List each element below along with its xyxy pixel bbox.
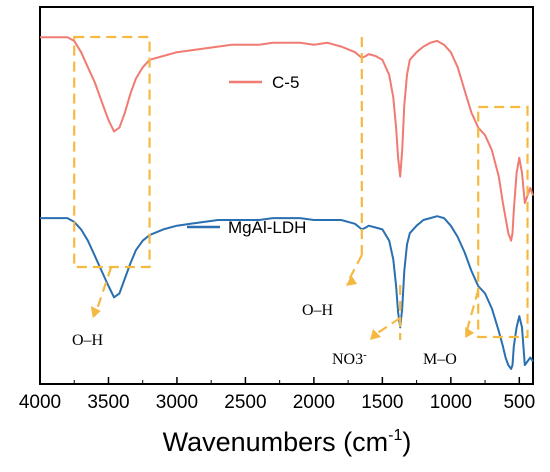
annotation-no3: NO3- — [332, 349, 367, 368]
annotation-arrowhead-mo — [465, 327, 475, 338]
legend-label-c5: C-5 — [272, 73, 299, 92]
annotation-arrowhead-no3 — [370, 329, 382, 340]
annotation-mo: M–O — [423, 351, 457, 368]
x-tick-label-1000: 1000 — [430, 392, 472, 413]
x-tick-label-1500: 1500 — [361, 392, 403, 413]
annotation-oh-1: O–H — [72, 332, 104, 349]
annotation-arrow-no3 — [370, 317, 401, 338]
annotation-boxes — [73, 35, 529, 340]
annotation-arrow-mo — [464, 289, 480, 335]
x-axis-title-sup: -1 — [388, 427, 402, 444]
annotation-oh-2: O–H — [302, 302, 334, 319]
annotation-arrowhead-oh-2 — [346, 275, 358, 286]
annotation-no3-base: NO3 — [332, 351, 363, 368]
x-tick-label-3000: 3000 — [156, 392, 198, 413]
x-axis-title-close: ) — [402, 427, 411, 457]
annotation-arrow-oh-2 — [345, 254, 363, 285]
x-axis-tick-labels: 4000 3500 3000 2500 2000 1500 1000 500 — [19, 392, 535, 413]
x-tick-label-4000: 4000 — [19, 392, 61, 413]
series-line-1 — [40, 215, 534, 370]
annotation-arrow-oh-1 — [93, 266, 113, 317]
legend-label-mgal: MgAl-LDH — [228, 218, 306, 237]
x-tick-label-2500: 2500 — [224, 392, 266, 413]
annotation-box-oh — [73, 35, 151, 269]
x-tick-label-2000: 2000 — [293, 392, 335, 413]
x-axis-title-main: Wavenumbers (cm — [163, 427, 389, 457]
x-axis-ticks — [39, 377, 521, 384]
annotation-no3-sup: - — [363, 349, 367, 361]
x-axis-title: Wavenumbers (cm-1) — [163, 427, 412, 457]
x-tick-label-500: 500 — [503, 392, 535, 413]
x-tick-label-3500: 3500 — [87, 392, 129, 413]
series-lines — [40, 36, 534, 370]
plot-frame — [39, 6, 534, 385]
annotation-box-mo — [477, 105, 529, 339]
annotation-arrowhead-oh-1 — [90, 306, 101, 318]
series-line-0 — [40, 36, 534, 242]
